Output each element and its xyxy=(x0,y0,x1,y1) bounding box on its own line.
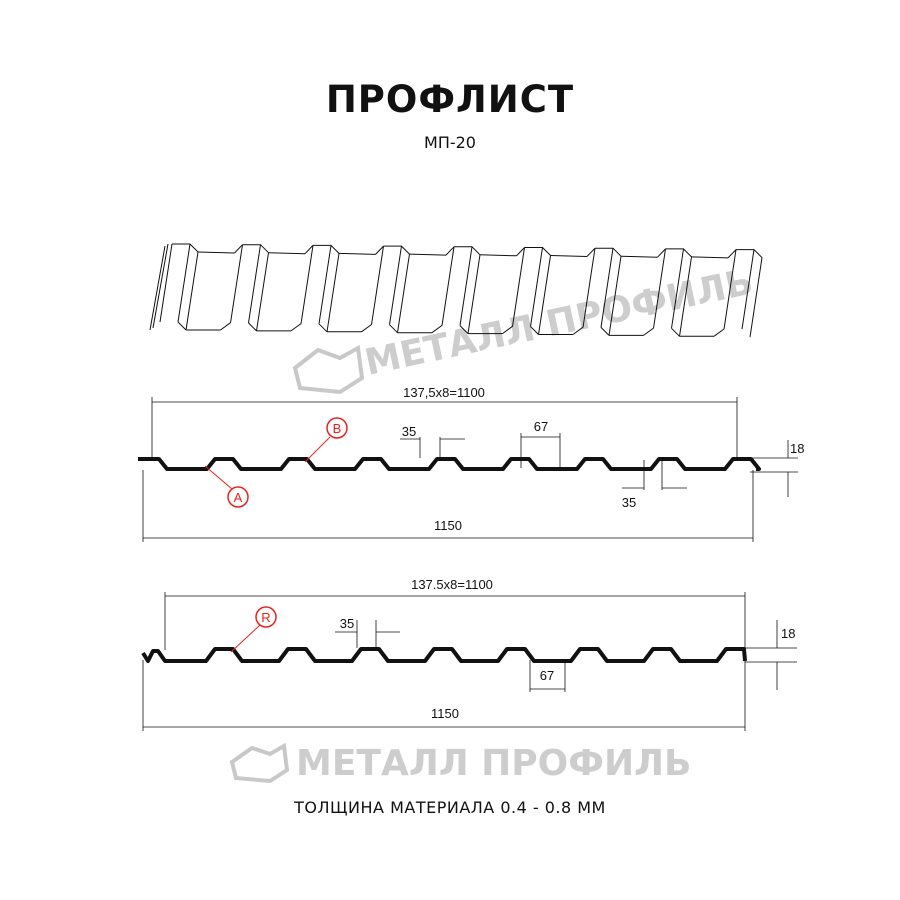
profile-a-outline xyxy=(138,457,761,471)
material-thickness-note: ТОЛЩИНА МАТЕРИАЛА 0.4 - 0.8 ММ xyxy=(294,798,606,817)
page-subtitle: МП-20 xyxy=(424,133,476,152)
profile-r-width-label: 1150 xyxy=(431,706,459,721)
svg-text:МЕТАЛЛ ПРОФИЛЬ: МЕТАЛЛ ПРОФИЛЬ xyxy=(296,743,691,784)
profile-a: 137,5x8=1100 1150 35 67 35 18 B A xyxy=(138,385,804,542)
profile-r-trough-label: 67 xyxy=(540,668,554,683)
sheet-3d-view xyxy=(149,243,763,338)
svg-text:R: R xyxy=(261,610,270,625)
profile-r-height-label: 18 xyxy=(781,626,795,641)
marker-a: A xyxy=(204,465,249,508)
profile-a-dimensions xyxy=(142,397,798,542)
marker-b: B xyxy=(304,417,348,463)
svg-text:МЕТАЛЛ ПРОФИЛЬ: МЕТАЛЛ ПРОФИЛЬ xyxy=(361,261,756,383)
profile-r-pitch-label: 137.5x8=1100 xyxy=(411,577,493,592)
profile-r: 137.5x8=1100 1150 35 67 18 R xyxy=(141,577,797,731)
profile-a-crest-label-2: 35 xyxy=(622,495,636,510)
svg-text:B: B xyxy=(333,421,342,436)
watermark-2: МЕТАЛЛ ПРОФИЛЬ xyxy=(229,742,691,784)
page-title: ПРОФЛИСТ xyxy=(325,78,575,121)
profile-r-dimensions xyxy=(142,592,797,731)
profile-r-crest-label: 35 xyxy=(340,616,354,631)
profile-a-pitch-label: 137,5x8=1100 xyxy=(403,385,485,400)
profile-a-crest-label: 35 xyxy=(402,424,416,439)
profile-a-trough-label: 67 xyxy=(534,419,548,434)
profile-a-width-label: 1150 xyxy=(434,518,462,533)
marker-r: R xyxy=(230,606,277,653)
profile-r-outline xyxy=(141,647,747,663)
svg-text:A: A xyxy=(234,490,243,505)
profile-a-height-label: 18 xyxy=(790,441,804,456)
